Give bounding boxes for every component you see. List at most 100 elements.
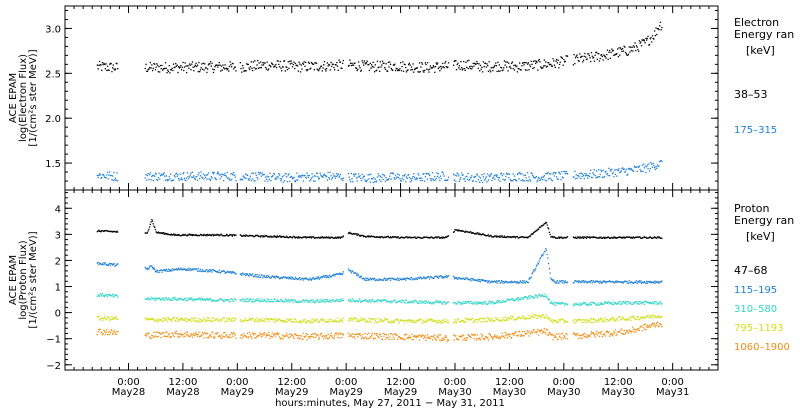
- data-point: [595, 51, 597, 54]
- data-point: [114, 294, 117, 297]
- data-point: [496, 282, 498, 284]
- data-point: [250, 336, 252, 338]
- data-point: [296, 236, 298, 239]
- data-point: [149, 299, 151, 301]
- data-point: [513, 64, 515, 67]
- data-point: [283, 235, 285, 237]
- data-point: [511, 180, 513, 182]
- data-point: [249, 177, 251, 180]
- data-point: [319, 277, 321, 279]
- data-point: [513, 281, 515, 283]
- data-point: [260, 333, 262, 336]
- data-point: [437, 62, 439, 64]
- data-point: [286, 277, 289, 279]
- data-point: [201, 321, 203, 323]
- data-point: [98, 230, 101, 232]
- data-point: [394, 333, 396, 335]
- data-point: [163, 68, 165, 70]
- data-point: [475, 318, 477, 321]
- data-point: [543, 65, 545, 67]
- data-point: [561, 302, 564, 304]
- data-point: [540, 179, 542, 181]
- data-point: [252, 273, 254, 275]
- data-point: [429, 276, 432, 278]
- data-point: [378, 236, 380, 239]
- data-point: [199, 321, 201, 323]
- data-point: [157, 231, 159, 233]
- data-point: [305, 237, 307, 239]
- data-point: [476, 321, 478, 323]
- data-point: [416, 237, 418, 239]
- data-point: [149, 336, 151, 338]
- data-point: [366, 277, 368, 279]
- data-point: [475, 301, 477, 303]
- data-point: [491, 66, 493, 69]
- data-point: [437, 301, 440, 303]
- data-point: [259, 320, 261, 322]
- data-point: [613, 318, 615, 320]
- data-point: [405, 333, 407, 336]
- data-point: [151, 298, 153, 300]
- data-point: [366, 300, 368, 302]
- data-point: [454, 276, 456, 278]
- data-point: [286, 301, 288, 303]
- data-point: [207, 172, 210, 174]
- data-point: [375, 70, 377, 72]
- data-point: [482, 303, 484, 305]
- data-point: [424, 236, 426, 238]
- data-point: [593, 169, 595, 171]
- data-point: [603, 236, 605, 238]
- data-point: [196, 65, 198, 68]
- data-point: [241, 235, 243, 237]
- data-point: [548, 299, 551, 301]
- data-point: [636, 236, 638, 238]
- data-point: [162, 320, 165, 322]
- data-point: [438, 66, 440, 68]
- data-point: [168, 270, 170, 272]
- data-point: [228, 318, 231, 320]
- data-point: [627, 318, 630, 320]
- data-point: [608, 167, 610, 169]
- data-point: [428, 236, 430, 239]
- data-point: [447, 275, 450, 277]
- data-point: [423, 276, 425, 278]
- data-point: [146, 335, 148, 337]
- data-point: [644, 42, 646, 44]
- data-point: [576, 321, 578, 323]
- data-point: [543, 253, 545, 255]
- data-point: [144, 266, 146, 269]
- data-point: [156, 336, 158, 338]
- data-point: [548, 231, 551, 233]
- data-point: [212, 337, 215, 339]
- data-point: [179, 66, 181, 68]
- data-point: [254, 318, 257, 320]
- data-point: [480, 333, 482, 335]
- data-point: [383, 320, 385, 322]
- data-point: [380, 180, 382, 183]
- data-point: [560, 237, 562, 239]
- data-point: [429, 318, 432, 320]
- data-point: [381, 338, 384, 341]
- data-point: [317, 69, 319, 71]
- data-point: [367, 235, 369, 237]
- data-point: [475, 233, 477, 235]
- data-point: [257, 320, 260, 323]
- data-point: [651, 41, 653, 43]
- data-point: [545, 66, 548, 68]
- data-point: [243, 70, 245, 72]
- data-point: [582, 321, 585, 323]
- data-point: [471, 302, 473, 305]
- data-point: [212, 269, 215, 271]
- data-point: [366, 60, 368, 62]
- data-point: [296, 321, 298, 323]
- data-point: [658, 165, 660, 167]
- data-point: [371, 299, 373, 301]
- data-point: [429, 337, 431, 340]
- data-point: [333, 301, 335, 303]
- data-point: [332, 299, 334, 301]
- data-point: [393, 338, 395, 340]
- data-point: [102, 262, 104, 264]
- data-point: [310, 320, 312, 322]
- data-point: [328, 177, 330, 179]
- data-point: [300, 176, 302, 178]
